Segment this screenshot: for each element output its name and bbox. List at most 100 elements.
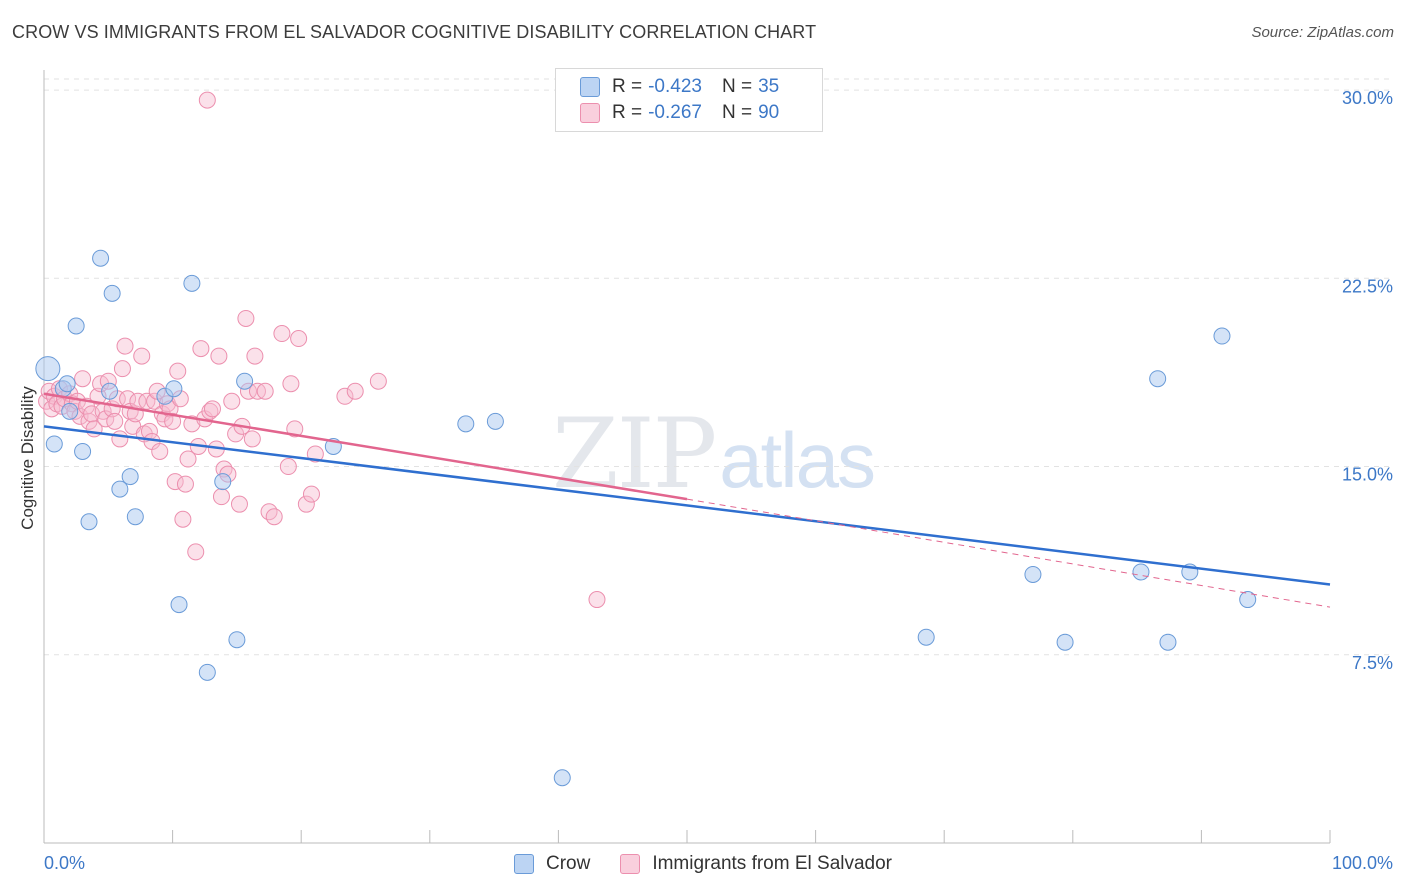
- stats-row-crow: R = -0.423 N = 35: [580, 75, 779, 99]
- salvador-point: [106, 412, 124, 430]
- n-value: 35: [758, 76, 780, 97]
- crow-trend-line: [43, 425, 1331, 586]
- salvador-point: [133, 347, 151, 365]
- salvador-point: [212, 488, 230, 506]
- crow-point: [1159, 633, 1177, 651]
- y-tick-label: 22.5%: [1342, 276, 1393, 296]
- salvador-point: [166, 473, 184, 491]
- y-tick-label: 15.0%: [1342, 465, 1393, 485]
- legend-label-salvador: Immigrants from El Salvador: [652, 853, 893, 874]
- salvador-point: [286, 420, 304, 438]
- x-tick-label: 100.0%: [1332, 853, 1393, 873]
- y-tick-label: 30.0%: [1342, 88, 1393, 108]
- salvador-point: [260, 503, 278, 521]
- salvador-point: [256, 382, 274, 400]
- crow-legend-swatch: [513, 854, 534, 874]
- axes: [43, 70, 1331, 844]
- crow-point: [1239, 591, 1257, 609]
- series-legend: Crow Immigrants from El Salvador: [0, 853, 1406, 875]
- chart-title: CROW VS IMMIGRANTS FROM EL SALVADOR COGN…: [12, 22, 817, 42]
- crow-point: [214, 473, 232, 491]
- salvador-point: [151, 442, 169, 460]
- salvador-point: [243, 430, 261, 448]
- salvador-point: [346, 382, 364, 400]
- y-axis-label: Cognitive Disability: [18, 386, 37, 530]
- r-label: R =: [612, 76, 643, 97]
- n-label: N =: [721, 76, 753, 97]
- crow-point: [165, 380, 183, 398]
- salvador-point: [265, 508, 283, 526]
- crow-point: [67, 317, 85, 335]
- salvador-point: [369, 372, 387, 390]
- salvador-swatch: [580, 103, 600, 123]
- salvador-legend-swatch: [620, 854, 641, 874]
- salvador-point: [273, 325, 291, 343]
- crow-points: [35, 249, 1257, 787]
- tick-labels: 7.5% 15.0% 22.5% 30.0% 0.0% 100.0%: [44, 88, 1393, 873]
- salvador-point: [113, 360, 131, 378]
- source-credit: Source: ZipAtlas.com: [1251, 24, 1394, 41]
- n-label: N =: [721, 102, 753, 123]
- salvador-point: [279, 458, 297, 476]
- crow-point: [457, 415, 475, 433]
- r-label: R =: [612, 102, 643, 123]
- crow-point: [92, 249, 110, 267]
- r-value: -0.423: [648, 76, 702, 97]
- salvador-trend-line: [43, 392, 688, 501]
- salvador-point: [282, 375, 300, 393]
- crow-swatch: [580, 77, 600, 97]
- salvador-point: [111, 430, 129, 448]
- crow-point: [101, 382, 119, 400]
- salvador-point: [201, 402, 219, 420]
- crow-point: [80, 513, 98, 531]
- salvador-point: [169, 362, 187, 380]
- salvador-point: [203, 400, 221, 418]
- legend-item-crow[interactable]: Crow: [513, 853, 591, 875]
- y-tick-label: 7.5%: [1352, 653, 1393, 673]
- crow-point: [103, 284, 121, 302]
- salvador-point: [198, 91, 216, 109]
- crow-point: [1132, 563, 1150, 581]
- salvador-points: [38, 91, 606, 609]
- trend-lines: [43, 392, 1331, 608]
- legend-item-salvador[interactable]: Immigrants from El Salvador: [620, 853, 892, 875]
- crow-point: [121, 468, 139, 486]
- salvador-point: [187, 543, 205, 561]
- salvador-point: [210, 347, 228, 365]
- crow-point: [58, 375, 76, 393]
- crow-point: [35, 356, 61, 382]
- crow-point: [183, 274, 201, 292]
- crow-point: [236, 372, 254, 390]
- crow-point: [74, 442, 92, 460]
- legend-label-crow: Crow: [545, 853, 591, 874]
- r-value: -0.267: [648, 102, 702, 123]
- crow-point: [198, 663, 216, 681]
- salvador-point: [336, 387, 354, 405]
- salvador-point: [230, 495, 248, 513]
- crow-point: [1213, 327, 1231, 345]
- crow-point: [45, 435, 63, 453]
- stats-legend: R = -0.423 N = 35 R = -0.267 N = 90: [555, 68, 823, 132]
- salvador-trend-extension: [686, 498, 1331, 608]
- salvador-point: [174, 510, 192, 528]
- salvador-point: [179, 450, 197, 468]
- crow-point: [917, 628, 935, 646]
- salvador-point: [74, 370, 92, 388]
- crow-point: [228, 631, 246, 649]
- crow-point: [553, 769, 571, 787]
- crow-point: [1056, 633, 1074, 651]
- n-value: 90: [758, 102, 780, 123]
- crow-point: [1024, 565, 1042, 583]
- x-tick-label: 0.0%: [44, 853, 85, 873]
- salvador-point: [302, 485, 320, 503]
- salvador-point: [192, 340, 210, 358]
- stats-row-salvador: R = -0.267 N = 90: [580, 101, 779, 125]
- crow-point: [486, 412, 504, 430]
- salvador-point: [116, 337, 134, 355]
- salvador-point: [237, 309, 255, 327]
- watermark-atlas: atlas: [719, 416, 876, 504]
- crow-point: [126, 508, 144, 526]
- salvador-point: [306, 445, 324, 463]
- salvador-point: [290, 330, 308, 348]
